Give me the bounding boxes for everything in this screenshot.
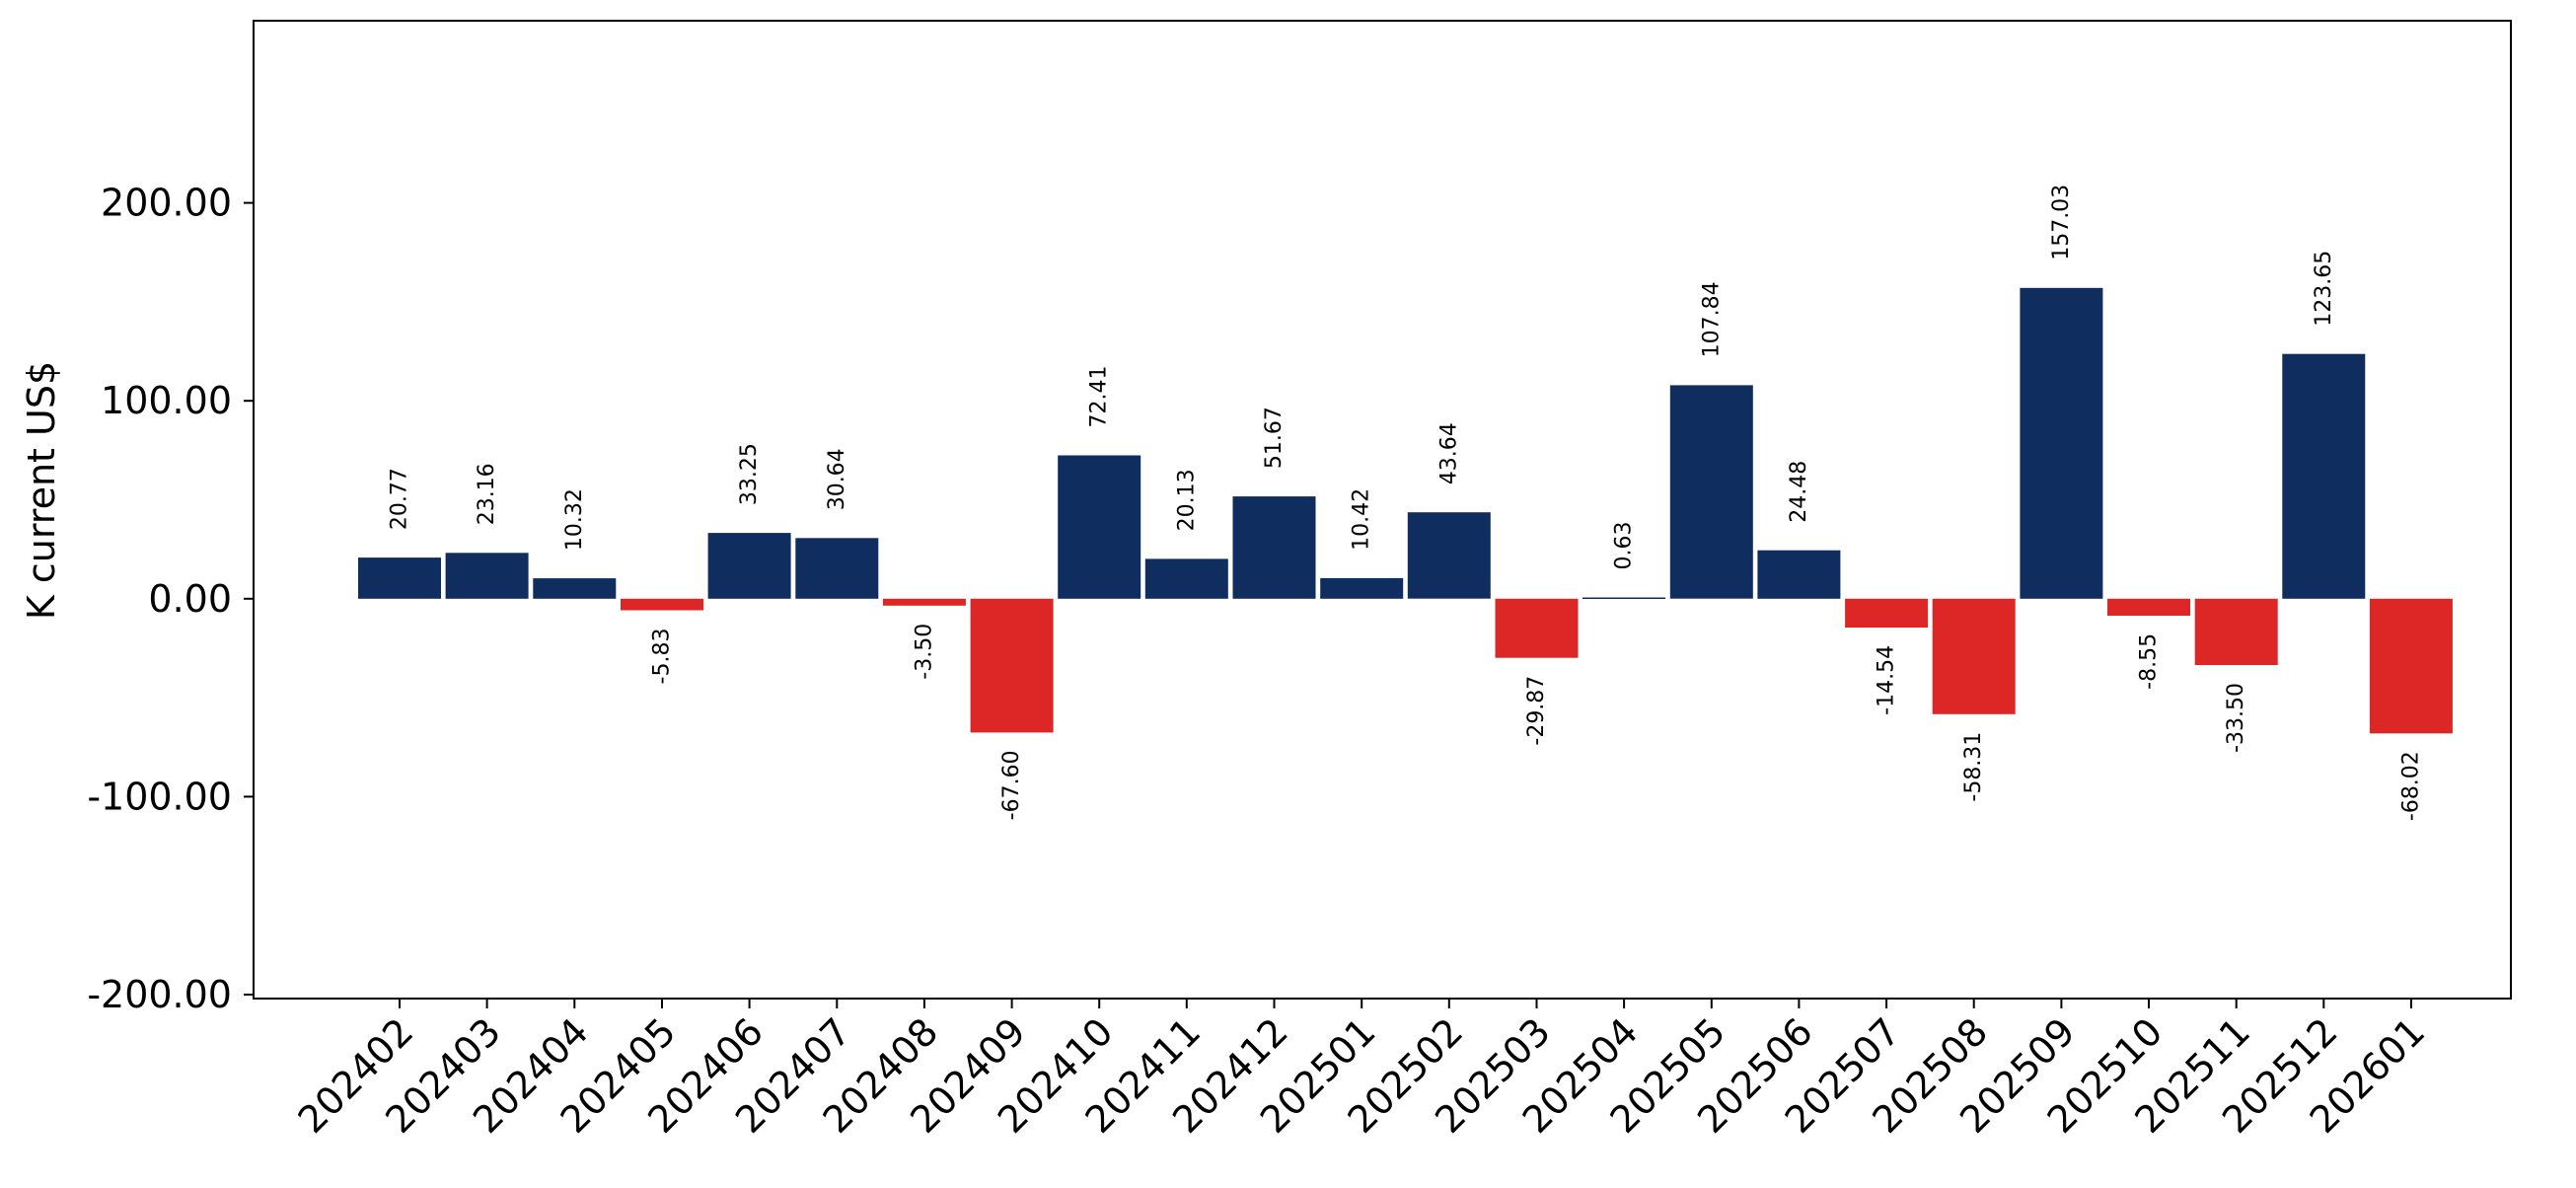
bar-202504: [1582, 597, 1666, 599]
bar-202409: [970, 598, 1054, 733]
y-axis: -200.00 -100.00 0.00 100.00 200.00: [87, 182, 254, 1016]
y-tick-label: -100.00: [87, 775, 232, 818]
value-label: -14.54: [1875, 645, 1899, 715]
value-label: -58.31: [1961, 732, 1986, 802]
bar-202510: [2107, 598, 2190, 616]
value-label: -33.50: [2224, 683, 2248, 753]
value-label: 43.64: [1436, 422, 1461, 484]
plot-frame: [253, 20, 2512, 1000]
bar-202402: [358, 557, 441, 599]
bar-202505: [1669, 385, 1753, 599]
bar-202509: [2020, 287, 2103, 599]
bar-202412: [1232, 496, 1316, 599]
value-label: 30.64: [825, 448, 849, 510]
bar-202405: [621, 598, 703, 611]
value-labels-layer: 20.77 23.16 10.32 -5.83 33.25 30.64 -3.50 -67.6…: [388, 185, 2424, 821]
value-label: 10.42: [1350, 488, 1374, 551]
bar-202407: [795, 538, 879, 599]
value-label: 0.63: [1612, 522, 1637, 570]
bars-layer: [358, 287, 2453, 734]
value-label: -29.87: [1524, 676, 1549, 746]
bar-202410: [1058, 455, 1141, 599]
value-label: 72.41: [1087, 366, 1112, 428]
value-label: -8.55: [2137, 633, 2162, 690]
value-label: 20.77: [388, 468, 412, 530]
bar-202511: [2194, 598, 2278, 665]
bar-202411: [1144, 558, 1228, 599]
bar-202507: [1845, 598, 1929, 628]
value-label: 33.25: [737, 443, 762, 505]
bar-202508: [1932, 598, 2016, 714]
y-tick-label: 100.00: [101, 379, 232, 422]
x-axis: 2024022024032024042024052024062024072024…: [290, 999, 2433, 1142]
value-label: 123.65: [2312, 251, 2336, 327]
bar-202506: [1757, 550, 1841, 599]
value-label: -68.02: [2398, 751, 2423, 821]
bar-202512: [2282, 353, 2366, 599]
y-axis-label: K current US$: [20, 361, 63, 620]
value-label: 51.67: [1262, 407, 1287, 469]
bar-202406: [707, 533, 791, 599]
bar-202503: [1495, 598, 1579, 658]
value-label: 157.03: [2049, 185, 2074, 260]
value-label: 107.84: [1699, 281, 1724, 357]
value-label: 10.32: [562, 488, 587, 551]
bar-202408: [882, 598, 966, 606]
value-label: 20.13: [1174, 469, 1199, 531]
bar-202601: [2369, 598, 2453, 734]
value-label: -3.50: [912, 624, 936, 680]
bar-202501: [1320, 577, 1404, 599]
value-label: -67.60: [999, 750, 1024, 820]
y-tick-label: 200.00: [101, 182, 232, 225]
bar-202404: [533, 578, 617, 599]
bar-202502: [1407, 512, 1491, 599]
value-label: 24.48: [1787, 461, 1811, 523]
y-tick-label: 0.00: [148, 577, 232, 621]
bar-202403: [445, 553, 529, 599]
plot-area: [254, 21, 2511, 999]
value-label: -5.83: [650, 629, 675, 685]
value-label: 23.16: [475, 463, 499, 525]
y-tick-label: -200.00: [87, 973, 232, 1016]
